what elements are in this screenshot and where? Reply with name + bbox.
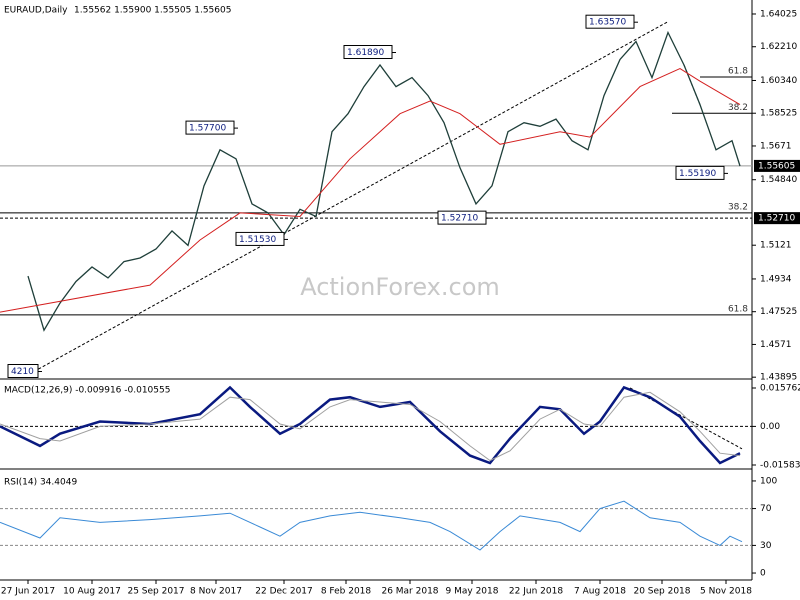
y-tick-label: 1.43895 <box>760 373 797 383</box>
y-tick-label: 100 <box>760 476 777 486</box>
fib-label: 38.2 <box>728 202 748 212</box>
annotation-label: 1.55190 <box>679 169 716 179</box>
watermark: ActionForex.com <box>300 273 500 301</box>
price-label: 1.55605 <box>758 161 795 171</box>
y-tick-label: 1.60340 <box>760 76 797 86</box>
fib-label: 38.2 <box>728 103 748 113</box>
ohlc-text: 1.55562 1.55900 1.55505 1.55605 <box>74 6 231 16</box>
x-tick-label: 22 Dec 2017 <box>255 587 313 597</box>
y-tick-label: 1.4571 <box>760 340 792 350</box>
y-tick-label: 1.5671 <box>760 141 792 151</box>
x-tick-label: 10 Aug 2017 <box>63 587 121 597</box>
y-tick-label: 1.5121 <box>760 241 792 251</box>
x-tick-label: 9 May 2018 <box>446 587 499 597</box>
y-tick-label: 70 <box>760 504 772 514</box>
fib-label: 61.8 <box>728 67 748 77</box>
x-tick-label: 27 Jun 2017 <box>1 587 55 597</box>
price-label-box <box>754 212 800 225</box>
y-tick-label: 1.4934 <box>760 274 792 284</box>
y-tick-label: 1.64025 <box>760 9 797 19</box>
annotation-box <box>185 120 235 135</box>
macd-title: MACD(12,26,9) -0.009916 -0.010555 <box>4 386 170 396</box>
x-tick-label: 8 Feb 2018 <box>321 587 372 597</box>
price-label: 1.52710 <box>758 214 795 224</box>
annotation-box <box>235 231 285 246</box>
x-tick-label: 25 Sep 2017 <box>127 587 184 597</box>
annotation-label: 1.61890 <box>347 48 384 58</box>
trend-line <box>629 387 743 450</box>
annotation-label: 1.52710 <box>441 214 478 224</box>
x-tick-label: 5 Nov 2018 <box>700 587 752 597</box>
y-tick-label: 30 <box>760 541 772 551</box>
annotation-box <box>585 14 635 29</box>
y-tick-label: 0 <box>760 569 766 579</box>
annotation-box <box>7 364 39 379</box>
trend-line <box>33 21 669 372</box>
series-line <box>0 68 741 313</box>
series-line <box>0 500 743 551</box>
series-line <box>27 30 741 332</box>
annotation-box <box>675 165 725 180</box>
rsi-title: RSI(14) 34.4049 <box>4 478 77 488</box>
y-tick-label: 1.54840 <box>760 175 797 185</box>
symbol-title: EURAUD,Daily <box>4 6 68 16</box>
annotation-box <box>343 45 393 60</box>
series-line <box>0 391 741 462</box>
price-label-box <box>754 159 800 172</box>
annotation-box <box>437 210 487 225</box>
x-tick-label: 22 Jun 2018 <box>509 587 563 597</box>
annotation-label: 1.57700 <box>189 124 226 134</box>
x-tick-label: 8 Nov 2017 <box>190 587 242 597</box>
fib-label: 61.8 <box>728 304 748 314</box>
y-tick-label: 1.58525 <box>760 109 797 119</box>
y-tick-label: 0.00 <box>760 422 780 432</box>
series-line <box>0 385 741 465</box>
x-tick-label: 20 Sep 2018 <box>633 587 690 597</box>
y-tick-label: -0.015834 <box>760 460 800 470</box>
annotation-label: 1.63570 <box>589 18 626 28</box>
y-tick-label: 0.015762 <box>760 383 800 393</box>
x-tick-label: 7 Aug 2018 <box>574 587 626 597</box>
y-tick-label: 1.47525 <box>760 307 797 317</box>
annotation-label: 4210 <box>11 367 34 377</box>
y-tick-label: 1.62210 <box>760 42 797 52</box>
x-tick-label: 26 Mar 2018 <box>381 587 438 597</box>
annotation-label: 1.51530 <box>239 235 276 245</box>
